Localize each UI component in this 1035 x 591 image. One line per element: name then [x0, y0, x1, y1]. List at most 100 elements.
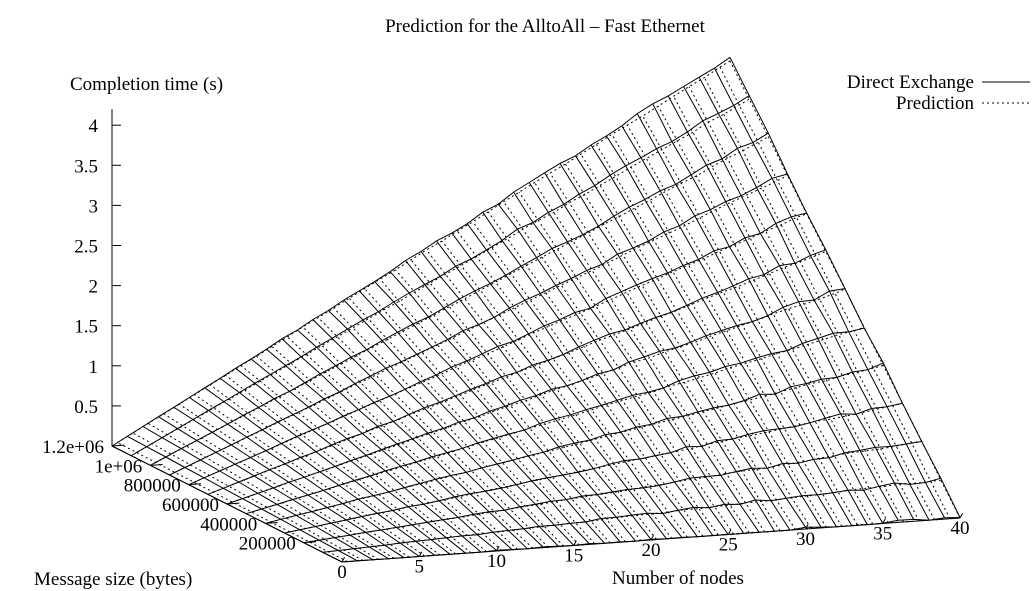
prediction-nodes-line — [657, 105, 889, 524]
z-tick-label: 2 — [89, 277, 99, 298]
series-prediction-mesh — [117, 60, 961, 563]
series-direct-exchange-mesh — [111, 56, 961, 563]
y-tick-label: 600000 — [162, 495, 219, 516]
x-tick-mark — [341, 557, 345, 563]
prediction-nodes-line — [302, 326, 534, 549]
prediction-nodes-line — [317, 317, 549, 548]
direct-exchange-size-line — [169, 173, 788, 476]
prediction-size-line — [309, 440, 922, 543]
prediction-nodes-line — [364, 288, 595, 545]
prediction-nodes-line — [704, 77, 935, 521]
prediction-size-line — [328, 479, 941, 553]
y-tick-label: 200000 — [239, 534, 296, 555]
x-tick-label: 20 — [642, 540, 661, 561]
tick-labels: 0.511.522.533.540 5 10 15 20 25 30 35 4020000040… — [42, 116, 969, 583]
prediction-nodes-line — [580, 153, 812, 529]
z-tick-label: 3 — [89, 196, 99, 217]
y-tick-label: 1e+06 — [95, 456, 143, 477]
direct-exchange-nodes-line — [714, 67, 945, 519]
direct-exchange-size-line — [246, 327, 865, 515]
z-tick-label: 1.5 — [74, 317, 98, 338]
prediction-size-line — [136, 98, 750, 453]
prediction-nodes-line — [456, 230, 688, 538]
x-tick-mark — [573, 540, 577, 546]
direct-exchange-size-line — [130, 95, 750, 457]
prediction-nodes-line — [549, 172, 781, 532]
prediction-nodes-line — [719, 66, 951, 519]
prediction-size-line — [270, 365, 884, 523]
x-tick-mark — [418, 551, 423, 557]
prediction-nodes-line — [565, 163, 796, 530]
prediction-nodes-line — [348, 297, 580, 546]
direct-exchange-nodes-line — [729, 57, 961, 518]
direct-exchange-nodes-line — [358, 290, 590, 544]
prediction-nodes-line — [178, 403, 410, 558]
y-tick-mark — [188, 483, 202, 486]
prediction-nodes-line — [503, 201, 735, 535]
prediction-nodes-line — [729, 60, 961, 519]
z-tick-label: 3.5 — [74, 156, 98, 177]
direct-exchange-size-line — [341, 517, 961, 563]
direct-exchange-nodes-line — [544, 172, 776, 532]
x-tick-label: 5 — [415, 557, 425, 578]
y-axis-label: Message size (bytes) — [34, 569, 192, 590]
y-tick-label: 400000 — [200, 514, 257, 535]
x-tick-mark — [805, 524, 809, 530]
z-axis-label: Completion time (s) — [70, 74, 223, 95]
direct-exchange-nodes-line — [497, 203, 729, 535]
x-axis-label: Number of nodes — [612, 568, 744, 589]
direct-exchange-size-line — [188, 212, 807, 486]
chart-title: Prediction for the AlltoAll – Fast Ether… — [385, 16, 706, 37]
z-tick-label: 1 — [89, 357, 99, 378]
prediction-nodes-line — [225, 375, 456, 555]
prediction-nodes-line — [379, 278, 611, 544]
x-tick-label: 25 — [719, 535, 738, 556]
direct-exchange-nodes-line — [698, 76, 930, 521]
x-tick-label: 15 — [564, 546, 583, 567]
direct-exchange-size-line — [111, 56, 731, 447]
prediction-nodes-line — [642, 115, 874, 525]
y-tick-label: 800000 — [124, 476, 181, 497]
z-tick-label: 4 — [89, 116, 99, 137]
prediction-nodes-line — [426, 249, 657, 540]
direct-exchange-nodes-line — [389, 271, 621, 543]
y-tick-mark — [226, 502, 240, 505]
direct-exchange-nodes-line — [683, 86, 915, 520]
prediction-nodes-line — [673, 95, 905, 523]
legend-entry-direct-exchange: Direct Exchange — [847, 72, 974, 93]
x-tick-mark — [727, 529, 732, 535]
direct-exchange-size-line — [322, 477, 941, 553]
prediction-nodes-line — [256, 355, 487, 553]
direct-exchange-nodes-line — [636, 113, 868, 525]
z-tick-label: 2.5 — [74, 237, 98, 258]
x-tick-label: 30 — [796, 529, 815, 550]
prediction-size-line — [347, 517, 961, 563]
prediction-nodes-line — [534, 182, 766, 533]
prediction-size-line — [213, 251, 826, 493]
y-tick-label: 1.2e+06 — [42, 437, 104, 458]
x-tick-label: 40 — [951, 518, 970, 539]
prediction-size-line — [117, 60, 731, 444]
prediction-size-line — [232, 288, 846, 503]
prediction-size-line — [289, 402, 903, 533]
direct-exchange-nodes-line — [652, 103, 884, 524]
prediction-size-line — [155, 136, 769, 463]
prediction-nodes-line — [333, 307, 565, 547]
prediction-nodes-line — [287, 336, 518, 550]
legend-entry-prediction: Prediction — [896, 93, 975, 114]
y-tick-mark — [111, 444, 125, 447]
z-tick-label: 0.5 — [74, 397, 98, 418]
prediction-nodes-line — [487, 211, 719, 536]
direct-exchange-nodes-line — [667, 95, 899, 521]
direct-exchange-size-line — [150, 132, 769, 466]
prediction-nodes-line — [472, 221, 704, 537]
prediction-nodes-line — [395, 269, 626, 543]
x-tick-label: 10 — [487, 551, 506, 572]
direct-exchange-nodes-line — [374, 281, 605, 544]
x-tick-label: 0 — [337, 562, 347, 583]
legend: Direct Exchange Prediction — [847, 72, 1030, 114]
x-tick-mark — [959, 513, 963, 519]
x-tick-label: 35 — [873, 524, 892, 545]
direct-exchange-nodes-line — [605, 135, 837, 528]
